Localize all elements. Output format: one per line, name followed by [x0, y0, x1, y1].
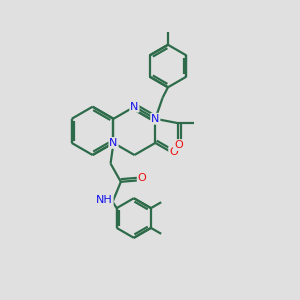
- Text: O: O: [169, 147, 178, 157]
- Text: O: O: [174, 140, 183, 150]
- Text: N: N: [130, 102, 139, 112]
- Text: NH: NH: [96, 195, 113, 205]
- Text: N: N: [109, 138, 118, 148]
- Text: N: N: [151, 114, 160, 124]
- Text: O: O: [138, 173, 146, 183]
